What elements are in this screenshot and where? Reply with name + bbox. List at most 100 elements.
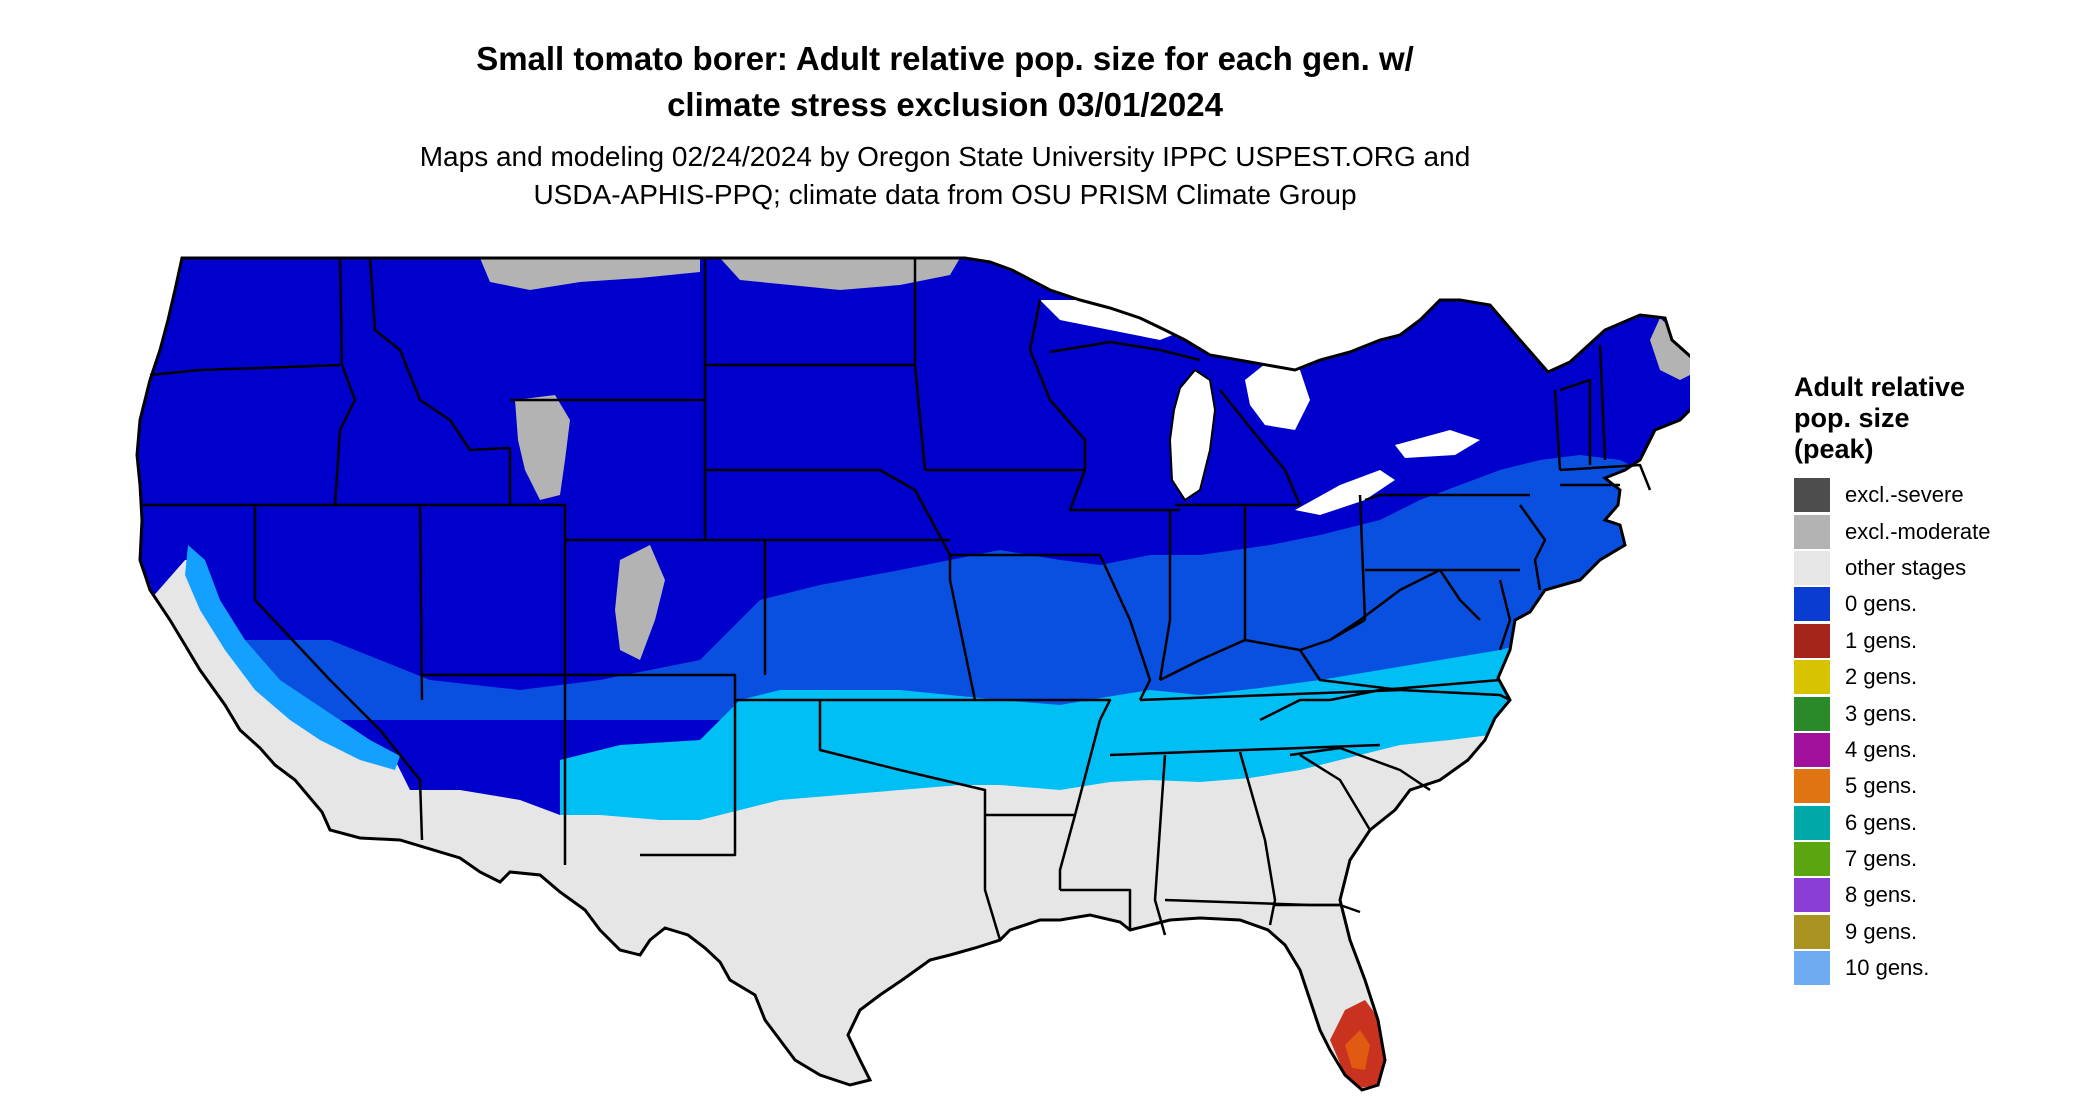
legend-title-line-2: pop. size [1794, 403, 1910, 433]
il-mo-border [1098, 554, 1152, 701]
ar-ms-border [1058, 719, 1102, 890]
wy-ut-border [510, 503, 567, 540]
de-md-border [1498, 579, 1512, 651]
ks-mo-border [948, 579, 977, 701]
nd-mn-border [913, 258, 927, 471]
ky-va-border [1298, 649, 1401, 692]
lake-superior [1040, 300, 1180, 340]
legend-item: 6 gens. [1794, 805, 1991, 841]
legend-swatch [1794, 878, 1830, 913]
legend-label: other stages [1845, 554, 1967, 580]
map-title: Small tomato borer: Adult relative pop. … [0, 36, 1890, 128]
legend-title-line-3: (peak) [1794, 434, 1874, 464]
wv-va-border [1329, 568, 1481, 642]
ny-vt-border [1553, 389, 1562, 471]
legend-label: 2 gens. [1845, 664, 1918, 690]
us-map [135, 256, 1690, 1092]
legend-label: 4 gens. [1845, 736, 1918, 762]
legend-items: excl.-severe excl.-moderate other stages 0 … [1794, 477, 1991, 986]
title-line-2: climate stress exclusion 03/01/2024 [667, 86, 1223, 123]
ne-ia-border [913, 489, 952, 580]
zone-excl-moderate-maine [1650, 318, 1690, 380]
ok-tx-border [818, 700, 987, 815]
ga-fl-border [1275, 903, 1361, 914]
id-mt-border [368, 257, 511, 452]
lake-erie [1295, 470, 1395, 515]
nm-tx-border [640, 700, 737, 857]
legend-title-line-1: Adult relative [1794, 372, 1966, 402]
legend-item: 2 gens. [1794, 659, 1991, 695]
legend-swatch [1794, 623, 1830, 658]
legend-swatch [1794, 587, 1830, 622]
legend-label: 7 gens. [1845, 846, 1918, 872]
land-base [137, 258, 1690, 1090]
mi-upper-border [1049, 340, 1201, 362]
la-tx-border [983, 815, 1002, 941]
title-line-1: Small tomato borer: Adult relative pop. … [476, 40, 1414, 77]
zone-excl-moderate-north [480, 258, 700, 290]
legend-label: excl.-severe [1845, 482, 1964, 508]
pa-ny-border [1364, 493, 1530, 502]
zone-excl-moderate-nd [720, 258, 960, 290]
wa-or-border [149, 363, 341, 377]
map-subtitle: Maps and modeling 02/24/2024 by Oregon S… [0, 138, 1890, 214]
legend-label: excl.-moderate [1845, 518, 1991, 544]
subtitle-line-1: Maps and modeling 02/24/2024 by Oregon S… [419, 141, 1471, 172]
legend-swatch [1794, 696, 1830, 731]
legend-swatch [1794, 951, 1830, 986]
legend-item: 7 gens. [1794, 841, 1991, 877]
legend-swatch [1794, 805, 1830, 840]
or-id-border [333, 364, 357, 506]
nj-border [1518, 504, 1547, 591]
legend: Adult relative pop. size (peak) excl.-se… [1794, 372, 1991, 986]
state-boundaries [140, 257, 1652, 941]
zone-sky-blue-california [185, 545, 400, 770]
lake-ontario [1395, 430, 1480, 458]
tn-nc-border [1259, 678, 1501, 722]
legend-swatch [1794, 732, 1830, 767]
legend-label: 10 gens. [1845, 955, 1930, 981]
country-outline [135, 256, 1690, 1092]
wi-il-border [1068, 469, 1180, 512]
ny-ma-ct-border [1559, 463, 1652, 491]
mo-ar-border [975, 698, 1112, 721]
ms-al-border [1153, 754, 1167, 936]
legend-title: Adult relative pop. size (peak) [1794, 372, 1991, 465]
legend-item: 1 gens. [1794, 623, 1991, 659]
legend-item: 10 gens. [1794, 950, 1991, 986]
mn-wi-border [1028, 299, 1087, 470]
legend-swatch [1794, 550, 1830, 585]
nc-sc-border [1289, 746, 1431, 792]
vt-nh-border [1559, 378, 1592, 465]
legend-item: 4 gens. [1794, 732, 1991, 768]
zone-mid-blue [137, 455, 1640, 720]
tn-ms-al-ga-border [1109, 743, 1381, 757]
legend-item: 3 gens. [1794, 695, 1991, 731]
ky-tn-border [1139, 688, 1401, 702]
legend-label: 0 gens. [1845, 591, 1918, 617]
wa-id-border [338, 257, 344, 366]
oh-pa-border [1358, 494, 1367, 621]
legend-label: 3 gens. [1845, 700, 1918, 726]
legend-swatch [1794, 842, 1830, 877]
legend-label: 9 gens. [1845, 918, 1918, 944]
great-lakes [1040, 300, 1480, 515]
legend-swatch [1794, 514, 1830, 549]
legend-label: 8 gens. [1845, 882, 1918, 908]
va-nc-border [1399, 688, 1511, 702]
co-nm-ok-border [565, 673, 737, 700]
legend-item: 0 gens. [1794, 586, 1991, 622]
nh-me-border [1598, 344, 1607, 461]
legend-item: 9 gens. [1794, 914, 1991, 950]
zone-florida-5gen [1345, 1030, 1370, 1070]
ga-sc-border [1299, 753, 1372, 831]
legend-swatch [1794, 914, 1830, 949]
legend-item: 8 gens. [1794, 877, 1991, 913]
legend-label: 6 gens. [1845, 809, 1918, 835]
zone-excl-moderate-co [615, 545, 665, 660]
lake-huron [1245, 360, 1310, 430]
mi-peninsula [1219, 389, 1302, 506]
al-ga-border [1238, 751, 1277, 926]
lake-michigan [1168, 368, 1217, 502]
legend-swatch [1794, 478, 1830, 513]
